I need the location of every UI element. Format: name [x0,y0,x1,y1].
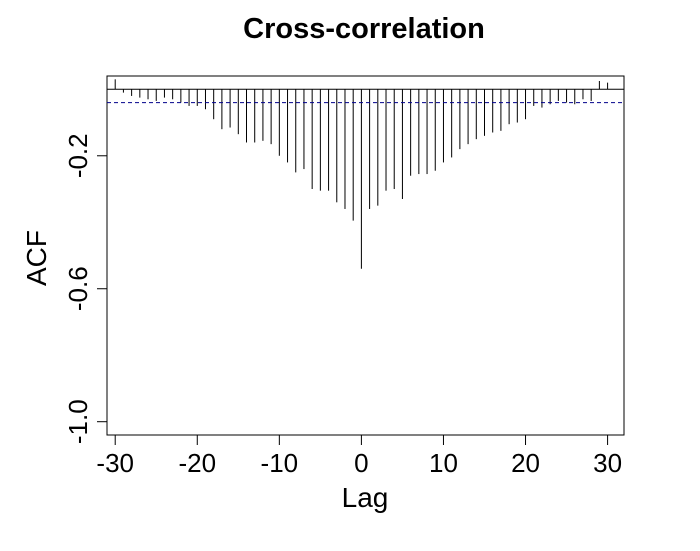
x-axis: -30 -20 -10 0 10 20 30 [96,434,622,478]
x-tick-label: -20 [178,448,216,478]
x-tick-label: -10 [261,448,299,478]
chart-title: Cross-correlation [243,13,485,45]
x-tick-label: -30 [96,448,134,478]
y-axis: -1.0 -0.6 -0.2 [63,133,108,444]
x-tick-label: 30 [593,448,622,478]
y-tick-label: -1.0 [63,399,93,444]
x-tick-label: 10 [429,448,458,478]
x-tick-label: 20 [511,448,540,478]
lag-bars [114,79,609,269]
x-tick-label: 0 [354,448,368,478]
x-axis-label: Lag [342,482,389,513]
y-tick-label: -0.6 [63,266,93,311]
y-tick-label: -0.2 [63,133,93,178]
plot-frame [106,75,625,436]
y-axis-label: ACF [21,230,52,286]
